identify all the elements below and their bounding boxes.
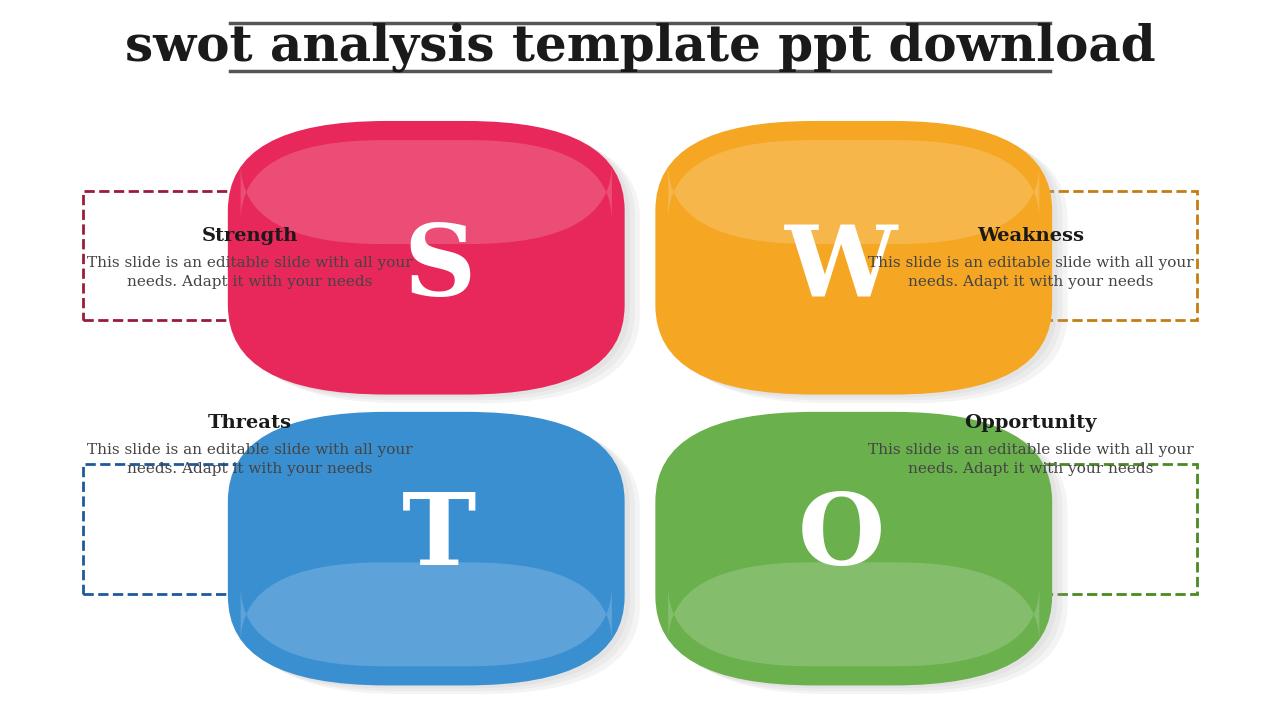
Text: Weakness: Weakness [977,227,1084,245]
FancyBboxPatch shape [238,418,635,691]
FancyBboxPatch shape [671,130,1068,403]
FancyBboxPatch shape [233,124,630,397]
FancyBboxPatch shape [228,412,625,685]
Text: Threats: Threats [207,414,292,432]
Text: This slide is an editable slide with all your
needs. Adapt it with your needs: This slide is an editable slide with all… [868,256,1193,289]
Text: This slide is an editable slide with all your
needs. Adapt it with your needs: This slide is an editable slide with all… [868,443,1193,477]
Text: W: W [785,220,897,317]
FancyBboxPatch shape [660,415,1057,688]
FancyBboxPatch shape [671,420,1068,694]
Text: Opportunity: Opportunity [964,414,1097,432]
FancyBboxPatch shape [228,121,625,395]
FancyBboxPatch shape [241,140,612,244]
FancyBboxPatch shape [243,420,640,694]
FancyBboxPatch shape [655,412,1052,685]
FancyBboxPatch shape [233,415,630,688]
FancyBboxPatch shape [666,127,1062,400]
FancyBboxPatch shape [241,562,612,666]
FancyBboxPatch shape [660,124,1057,397]
FancyBboxPatch shape [655,121,1052,395]
Text: swot analysis template ppt download: swot analysis template ppt download [124,22,1156,71]
FancyBboxPatch shape [238,127,635,400]
Text: S: S [403,220,475,317]
FancyBboxPatch shape [666,418,1062,691]
FancyBboxPatch shape [668,562,1039,666]
Text: T: T [402,490,476,586]
Text: This slide is an editable slide with all your
needs. Adapt it with your needs: This slide is an editable slide with all… [87,256,412,289]
FancyBboxPatch shape [243,130,640,403]
FancyBboxPatch shape [668,140,1039,244]
Text: Strength: Strength [201,227,298,245]
Text: O: O [797,490,884,586]
Text: This slide is an editable slide with all your
needs. Adapt it with your needs: This slide is an editable slide with all… [87,443,412,477]
